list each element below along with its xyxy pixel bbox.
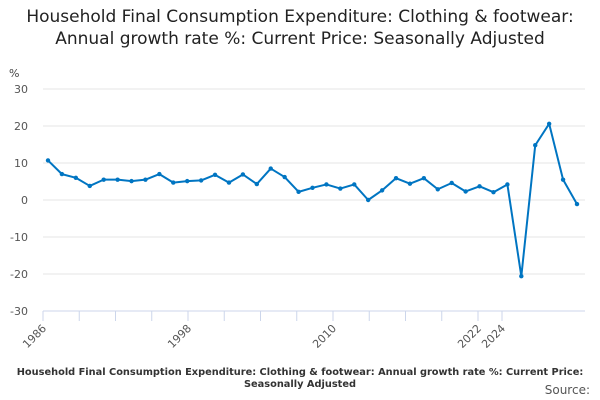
data-point xyxy=(352,182,357,187)
data-point xyxy=(407,181,413,186)
data-point xyxy=(240,172,246,177)
data-point xyxy=(393,175,399,181)
data-point xyxy=(59,171,65,177)
source-label: Source: xyxy=(544,383,590,397)
data-point xyxy=(324,182,329,187)
data-point xyxy=(310,185,315,190)
data-point xyxy=(546,121,552,126)
data-point xyxy=(449,180,454,186)
chart-caption: Household Final Consumption Expenditure:… xyxy=(16,367,584,390)
data-point xyxy=(129,178,134,184)
data-point xyxy=(115,177,120,182)
x-tick-label: 1998 xyxy=(165,322,194,351)
y-tick-label: -10 xyxy=(10,231,28,244)
y-tick-label: -20 xyxy=(10,268,28,281)
y-tick-label: 10 xyxy=(14,157,28,170)
data-point xyxy=(143,177,148,182)
data-point xyxy=(533,143,538,148)
data-point xyxy=(171,180,176,185)
data-point xyxy=(365,197,371,203)
x-tick-label: 2010 xyxy=(310,322,339,351)
chart-title: Household Final Consumption Expenditure:… xyxy=(26,7,574,49)
data-point xyxy=(435,187,440,192)
data-point xyxy=(491,190,496,195)
data-point xyxy=(421,175,427,181)
x-tick-label: 1986 xyxy=(20,322,49,351)
y-axis-unit: % xyxy=(9,67,20,80)
data-point xyxy=(505,182,510,187)
data-point xyxy=(254,181,260,187)
data-point xyxy=(212,172,218,178)
data-point xyxy=(268,166,273,171)
data-point xyxy=(45,158,51,163)
data-point xyxy=(101,177,106,182)
data-point xyxy=(519,274,524,279)
data-point xyxy=(157,171,162,177)
data-point xyxy=(477,184,482,189)
data-point xyxy=(338,186,343,191)
y-tick-label: -30 xyxy=(10,305,28,318)
data-point xyxy=(463,189,468,194)
y-tick-label: 20 xyxy=(14,120,28,133)
data-point xyxy=(282,174,287,180)
data-point xyxy=(73,175,79,180)
data-point xyxy=(226,180,232,185)
y-tick-label: 0 xyxy=(21,194,28,207)
x-tick-label: 2024 xyxy=(479,322,508,351)
data-point xyxy=(560,177,566,182)
data-point xyxy=(198,178,204,183)
data-point xyxy=(379,188,385,193)
data-point xyxy=(574,201,580,207)
data-point xyxy=(296,189,301,195)
data-point xyxy=(185,178,190,184)
data-point xyxy=(87,183,92,189)
y-tick-label: 30 xyxy=(14,83,28,96)
x-tick-label: 2022 xyxy=(455,322,484,351)
